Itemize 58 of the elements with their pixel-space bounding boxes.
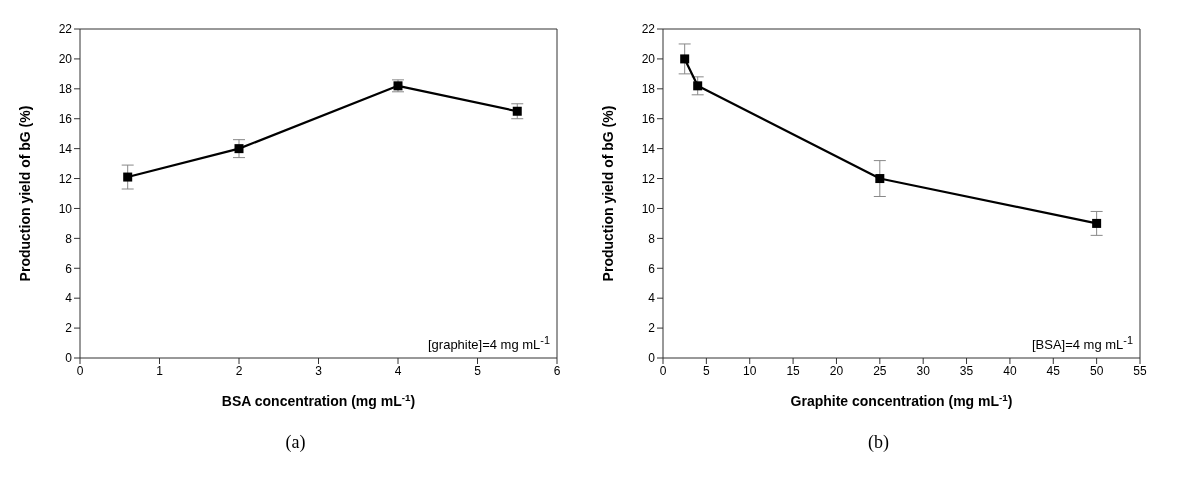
y-tick-label: 20 — [58, 52, 73, 67]
point — [680, 54, 690, 64]
y-tick-label: 8 — [648, 231, 656, 246]
y-tick-label: 18 — [641, 82, 656, 97]
x-tick-label: 30 — [916, 363, 931, 378]
x-tick-label: 3 — [315, 363, 323, 378]
x-tick-label: 15 — [786, 363, 801, 378]
x-tick-label: 5 — [474, 363, 482, 378]
y-tick-label: 0 — [648, 351, 656, 366]
y-tick-label: 20 — [641, 52, 656, 67]
x-tick-label: 35 — [959, 363, 974, 378]
x-tick-label: 25 — [873, 363, 887, 378]
y-tick-label: 12 — [641, 171, 656, 186]
x-tick-label: 4 — [394, 363, 402, 378]
y-tick-label: 16 — [58, 111, 73, 126]
y-tick-label: 22 — [641, 22, 656, 37]
y-tick-label: 4 — [648, 291, 656, 306]
x-axis-title: BSA concentration (mg mL$^{-1}$) — [221, 391, 416, 409]
x-axis-title: Graphite concentration (mg mL$^{-1}$) — [790, 391, 1013, 409]
y-tick-label: 22 — [58, 22, 73, 37]
x-tick-label: 6 — [553, 363, 561, 378]
y-tick-label: 12 — [58, 171, 73, 186]
text: (a) — [284, 432, 307, 453]
y-tick-label: 14 — [58, 141, 73, 156]
point — [693, 81, 703, 91]
x-tick-label: 0 — [659, 363, 667, 378]
x-tick-label: 50 — [1089, 363, 1104, 378]
x-tick-label: 55 — [1133, 363, 1147, 378]
x-tick-label: 10 — [743, 363, 757, 378]
point — [875, 174, 885, 184]
x-tick-label: 40 — [1003, 363, 1017, 378]
x-tick-label: 20 — [829, 363, 844, 378]
x-tick-label: 1 — [156, 363, 164, 378]
x-tick-label: 5 — [703, 363, 711, 378]
y-tick-label: 8 — [65, 231, 73, 246]
y-tick-label: 10 — [641, 201, 656, 216]
x-tick-label: 45 — [1046, 363, 1061, 378]
y-tick-label: 6 — [65, 261, 73, 276]
text: (b) — [867, 432, 890, 453]
y-tick-label: 0 — [65, 351, 73, 366]
point — [512, 106, 522, 116]
point — [123, 172, 133, 182]
point — [1092, 218, 1102, 228]
annotation: [BSA]=4 mg mL$^{-1}$ — [1031, 334, 1133, 353]
annotation: [graphite]=4 mg mL$^{-1}$ — [427, 334, 550, 353]
y-tick-label: 18 — [58, 82, 73, 97]
x-tick-label: 2 — [235, 363, 243, 378]
y-axis-title: Production yield of bG (%) — [600, 105, 616, 282]
y-tick-label: 14 — [641, 141, 656, 156]
y-tick-label: 6 — [648, 261, 656, 276]
x-tick-label: 0 — [76, 363, 84, 378]
point — [234, 144, 244, 154]
y-tick-label: 4 — [65, 291, 73, 306]
y-tick-label: 2 — [65, 321, 73, 336]
y-tick-label: 2 — [648, 321, 656, 336]
y-tick-label: 10 — [58, 201, 73, 216]
y-axis-title: Production yield of bG (%) — [17, 105, 33, 282]
y-tick-label: 16 — [641, 111, 656, 126]
